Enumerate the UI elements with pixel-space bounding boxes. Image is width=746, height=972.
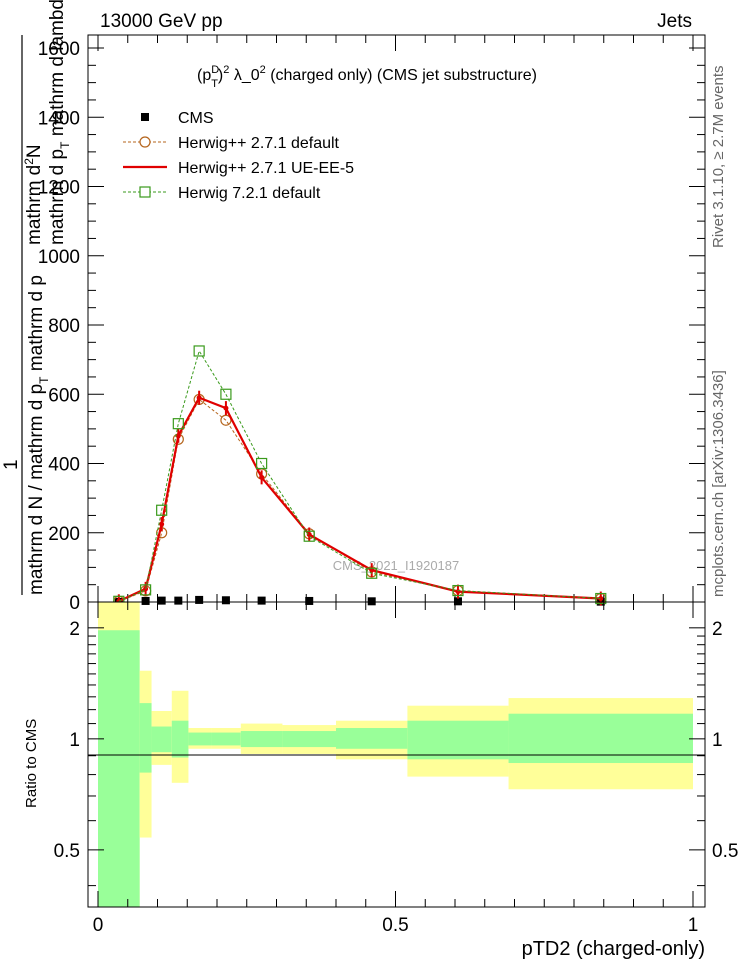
data-point-cms xyxy=(257,596,266,605)
legend-label: Herwig 7.2.1 default xyxy=(178,185,321,202)
legend-label: Herwig++ 2.7.1 default xyxy=(178,135,340,152)
ratio-axes: 0.5 0.5 1 1 2 2 0 0.5 1 xyxy=(54,602,738,936)
y-tick-label: 400 xyxy=(48,455,80,476)
ratio-y-tick-label-right: 1 xyxy=(712,730,723,751)
ylabel-one: 1 xyxy=(1,459,22,470)
data-point-cms xyxy=(221,596,230,605)
data-point-cms xyxy=(174,596,183,605)
data-point-square xyxy=(256,457,268,470)
ratio-y-tick-label: 2 xyxy=(69,619,80,640)
ylabel-numerator-2: mathrm d pT mathrm d lambda xyxy=(47,0,72,245)
series-cms xyxy=(114,595,605,606)
ratio-y-tick-label: 1 xyxy=(69,730,80,751)
legend-item: Herwig++ 2.7.1 UE-EE-5 xyxy=(123,160,354,177)
ratio-band-green xyxy=(139,703,152,773)
x-tick-label: 1 xyxy=(688,915,699,936)
ratio-band-green xyxy=(211,732,241,746)
title-close: ) xyxy=(218,67,223,84)
ratio-y-axis-label: Ratio to CMS xyxy=(23,719,40,808)
data-point-cms xyxy=(305,596,314,605)
legend-item: Herwig 7.2.1 default xyxy=(123,185,321,202)
data-point-dot xyxy=(223,405,229,411)
title-sup-d: D xyxy=(211,64,219,76)
ratio-y-tick-label-right: 0.5 xyxy=(712,841,738,862)
legend-marker xyxy=(141,113,149,121)
ratio-plot-frame xyxy=(87,601,706,908)
data-point-dot xyxy=(259,474,265,480)
y-tick-label: 200 xyxy=(48,524,80,545)
data-point-dot xyxy=(598,596,604,602)
data-point-dot xyxy=(306,531,312,537)
title-sub-t: T xyxy=(211,78,218,90)
ratio-band-green xyxy=(188,732,212,746)
title-sup-0: 2 xyxy=(260,64,266,76)
x-tick-label: 0 xyxy=(93,915,104,936)
y-tick-label: 600 xyxy=(48,385,80,406)
ratio-band-green xyxy=(151,726,172,753)
y-tick-label: 0 xyxy=(69,593,80,614)
data-point-square xyxy=(156,504,168,516)
header-left-label: 13000 GeV pp xyxy=(100,11,223,32)
rivet-label: Rivet 3.1.10, ≥ 2.7M events xyxy=(710,66,727,249)
ratio-band-green xyxy=(240,731,283,748)
ratio-y-tick-label: 0.5 xyxy=(54,841,80,862)
ratio-y-tick-label-right: 2 xyxy=(712,619,723,640)
main-title: (pD T)2 λ_02 (charged only) (CMS jet subs… xyxy=(197,64,537,90)
data-point-dot xyxy=(196,395,202,401)
series-herwig-2-7-1-default xyxy=(113,393,607,607)
data-point-square xyxy=(303,530,315,542)
data-point-dot xyxy=(159,521,165,527)
y-tick-label: 1600 xyxy=(38,39,80,60)
legend-marker xyxy=(139,186,151,198)
ratio-band-green xyxy=(98,630,140,907)
data-point-square xyxy=(172,418,184,430)
data-point-square xyxy=(452,584,464,597)
legend-item: Herwig++ 2.7.1 default xyxy=(123,135,340,152)
data-point-dot xyxy=(369,567,375,573)
series-line xyxy=(118,349,601,602)
ylabel-denominator: mathrm d N / mathrm d pT mathrm d p xyxy=(26,275,51,595)
data-point-cms xyxy=(157,596,166,605)
y-tick-label: 1400 xyxy=(38,108,80,129)
data-point-cms xyxy=(195,595,204,604)
legend-marker xyxy=(139,136,151,148)
ratio-band-green xyxy=(282,731,336,748)
y-tick-label: 800 xyxy=(48,316,80,337)
legend-item: CMS xyxy=(141,110,214,127)
y-tick-label: 1000 xyxy=(38,247,80,268)
title-tail: (charged only) (CMS jet substructure) xyxy=(266,67,537,84)
data-point-square xyxy=(220,388,232,400)
ratio-band-green xyxy=(407,720,509,760)
x-axis-label: pTD2 (charged-only) xyxy=(522,938,705,960)
ratio-band-green xyxy=(171,720,189,758)
data-point-dot xyxy=(455,589,461,595)
ratio-band-green xyxy=(336,728,408,749)
series-herwig-2-7-1-ue-ee-5 xyxy=(116,390,604,609)
legend-label: Herwig++ 2.7.1 UE-EE-5 xyxy=(178,160,354,177)
data-point-cms xyxy=(453,597,462,606)
main-y-axis-label: mathrm d2N mathrm d pT mathrm d lambda 1… xyxy=(1,0,72,595)
data-point-square xyxy=(140,584,152,596)
title-p: (p xyxy=(197,67,211,84)
data-point-square xyxy=(193,345,205,357)
header-right-label: Jets xyxy=(657,11,692,32)
title-sup-2: 2 xyxy=(223,64,229,76)
data-point-cms xyxy=(367,597,376,606)
ratio-band-green xyxy=(508,713,693,764)
legend: CMS Herwig++ 2.7.1 default Herwig++ 2.7.1 … xyxy=(123,110,354,202)
legend-label: CMS xyxy=(178,110,214,127)
data-point-square xyxy=(595,592,607,605)
y-tick-label: 1200 xyxy=(38,178,80,199)
series-herwig-7-2-1-default xyxy=(113,345,607,607)
data-point-dot xyxy=(175,433,181,439)
mcplots-label: mcplots.cern.ch [arXiv:1306.3436] xyxy=(710,370,727,597)
x-tick-label: 0.5 xyxy=(382,915,408,936)
ylabel-numerator-1: mathrm d2N xyxy=(22,144,45,245)
data-point-cms xyxy=(141,596,150,605)
title-rest: λ_0 xyxy=(229,67,259,84)
main-axes: 0 200 400 600 800 1000 1200 1400 1600 xyxy=(38,35,705,614)
watermark: CMS_2021_I1920187 xyxy=(333,558,460,573)
data-point-square xyxy=(366,567,378,579)
